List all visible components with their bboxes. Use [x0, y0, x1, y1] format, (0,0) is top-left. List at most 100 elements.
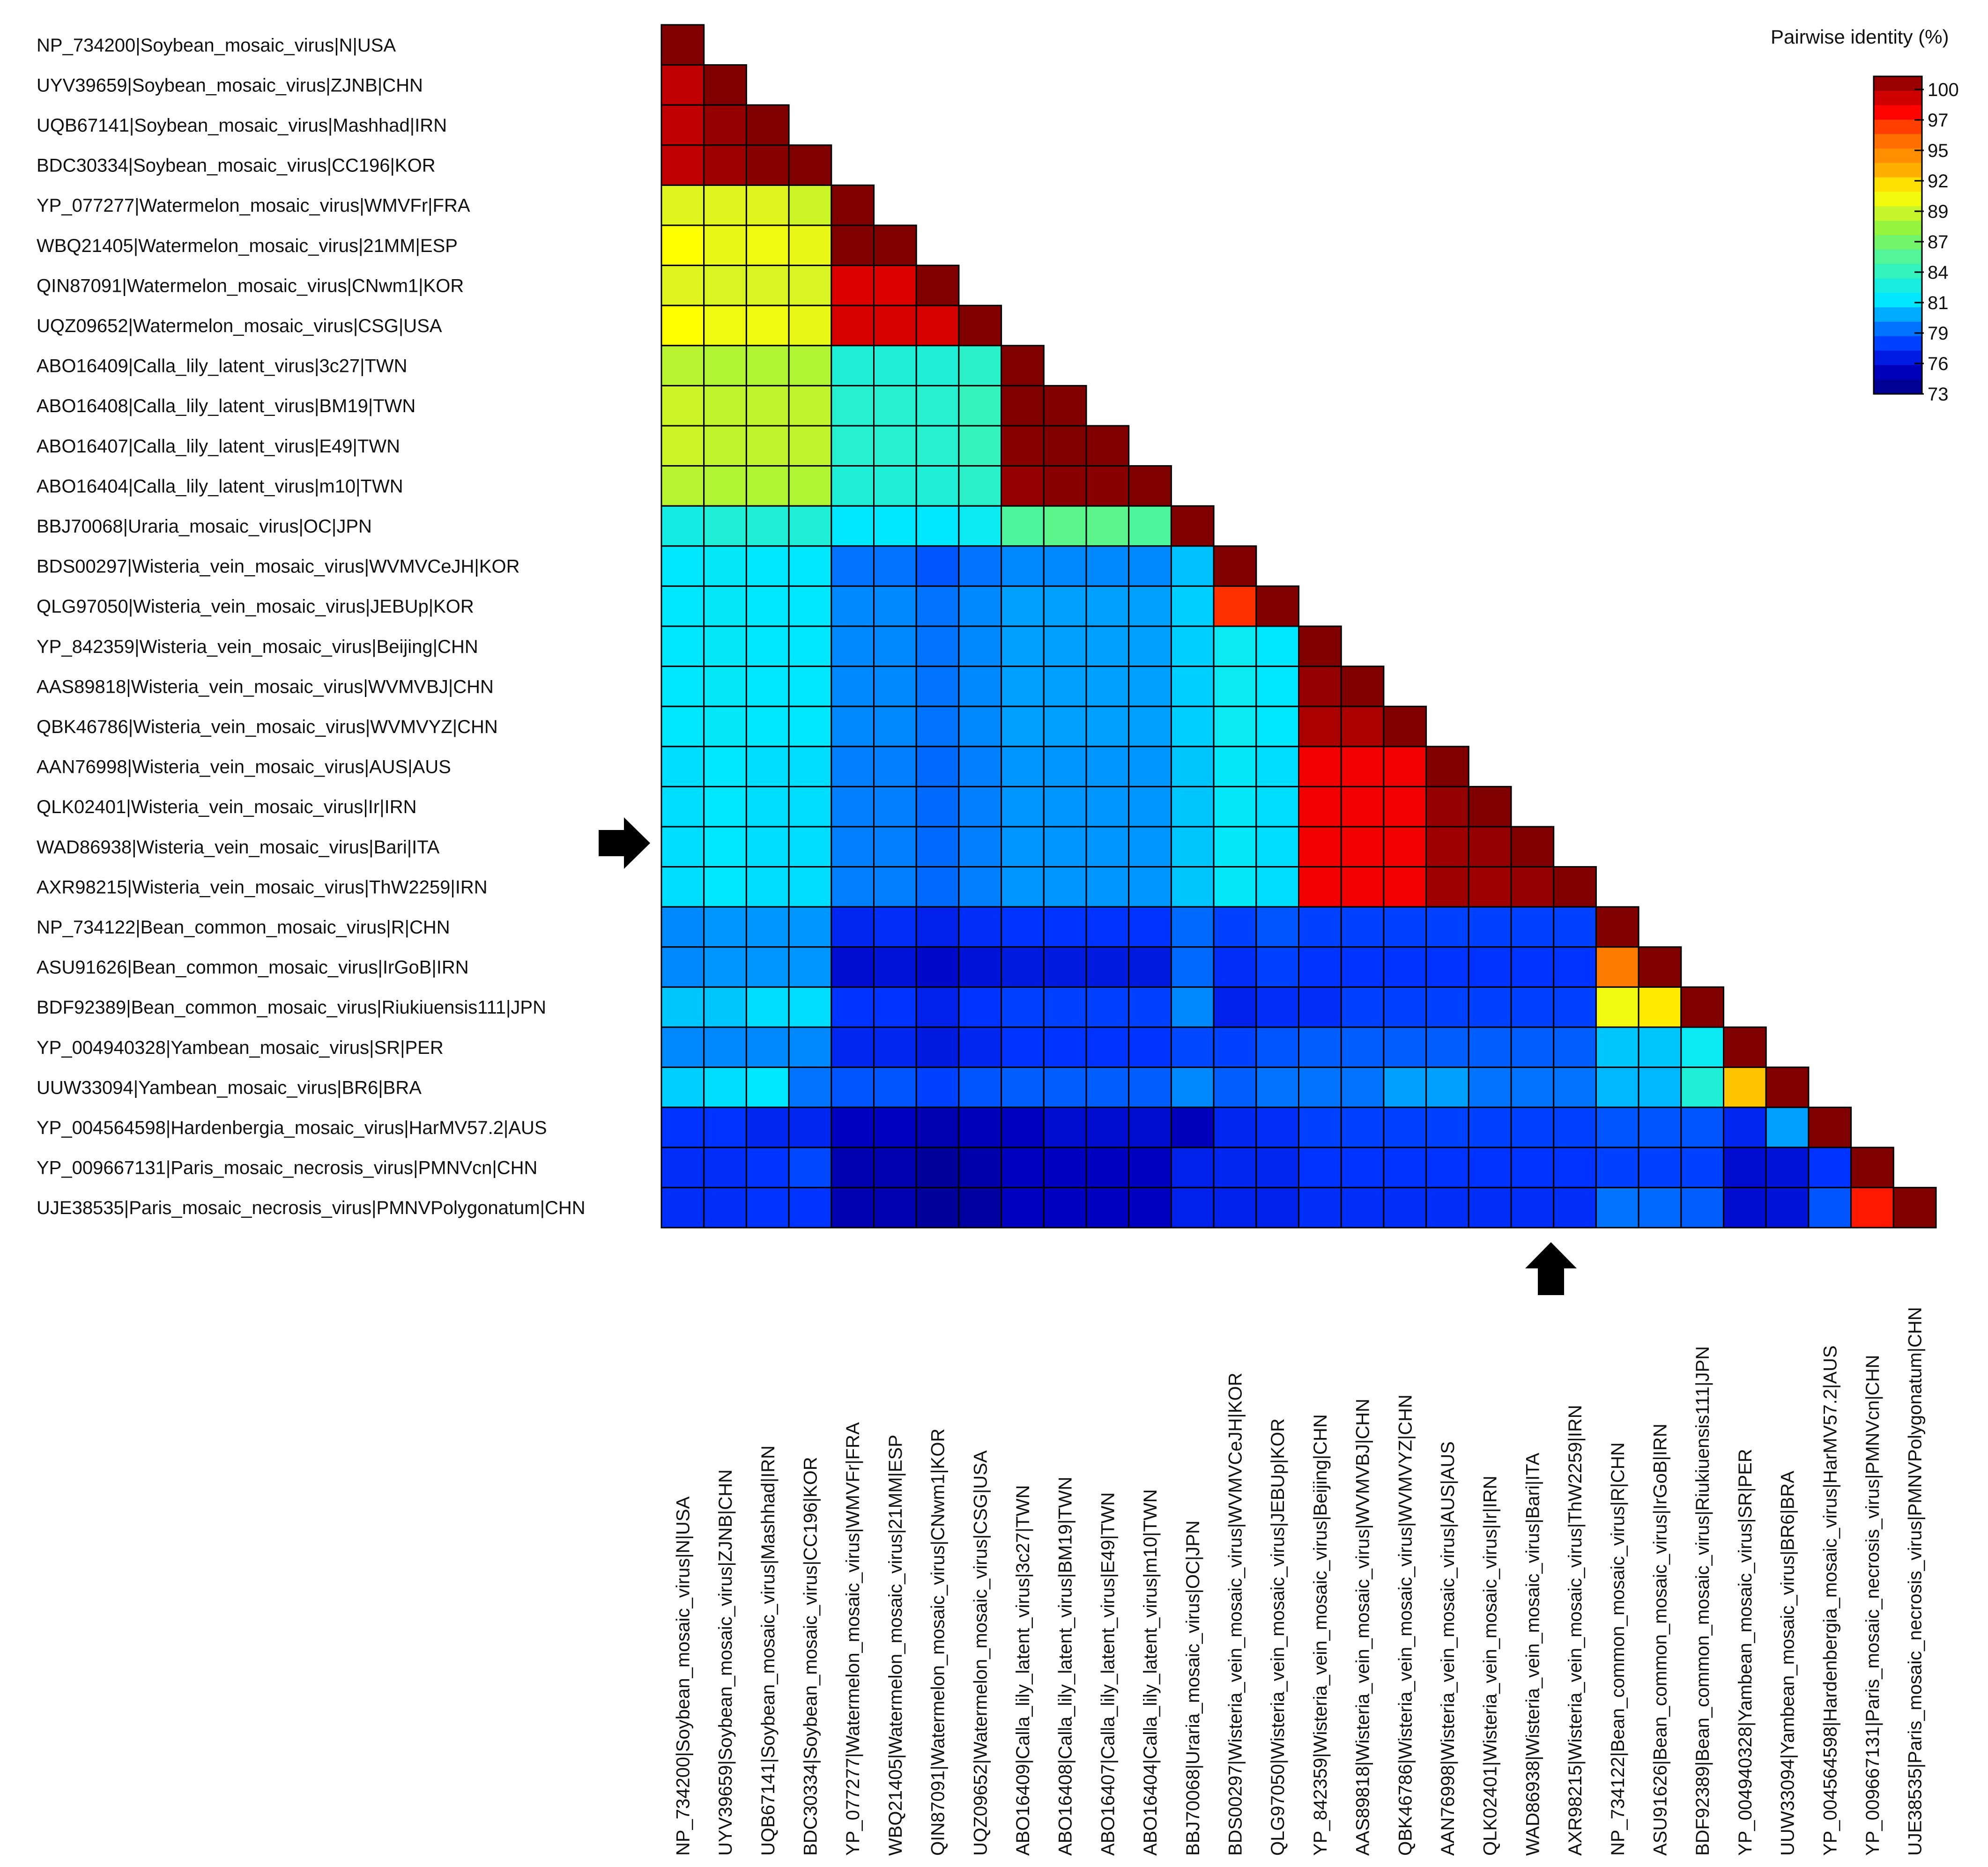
- legend-swatch: [1874, 278, 1922, 293]
- heatmap-cell: [703, 385, 747, 427]
- heatmap-cell: [703, 785, 747, 828]
- row-label: YP_004940328|Yambean_mosaic_virus|SR|PER: [37, 1037, 444, 1058]
- heatmap-cell: [1255, 866, 1300, 908]
- heatmap-cell: [660, 785, 705, 828]
- row-label: BDF92389|Bean_common_mosaic_virus|Riukiu…: [37, 997, 546, 1018]
- heatmap-cell: [958, 746, 1002, 787]
- heatmap-cell: [1001, 906, 1045, 948]
- heatmap-cell: [1001, 425, 1045, 467]
- heatmap-cell: [1043, 986, 1087, 1028]
- heatmap-cell: [1765, 1186, 1810, 1229]
- heatmap-cell: [831, 465, 875, 507]
- heatmap-cell: [1043, 1106, 1087, 1148]
- heatmap-cell: [915, 1186, 960, 1229]
- heatmap-cell: [831, 826, 875, 868]
- heatmap-cell: [1170, 826, 1215, 868]
- heatmap-cell: [1085, 906, 1130, 948]
- heatmap-cell: [1170, 1106, 1215, 1148]
- column-label: ABO16404|Calla_lily_latent_virus|m10|TWN: [1140, 1489, 1161, 1856]
- heatmap-cell: [831, 1147, 875, 1188]
- heatmap-cell: [1425, 826, 1469, 868]
- heatmap-cell: [788, 705, 832, 748]
- row-label: AXR98215|Wisteria_vein_mosaic_virus|ThW2…: [37, 877, 488, 897]
- heatmap-cell: [788, 345, 832, 386]
- heatmap-cell: [831, 224, 875, 267]
- row-label: NP_734122|Bean_common_mosaic_virus|R|CHN: [37, 917, 450, 938]
- column-label: NP_734122|Bean_common_mosaic_virus|R|CHN: [1608, 1442, 1628, 1856]
- heatmap-cell: [1001, 625, 1045, 667]
- legend-swatch: [1874, 105, 1922, 120]
- heatmap-cell: [1298, 906, 1342, 948]
- heatmap-cell: [1383, 746, 1427, 787]
- heatmap-cell: [1170, 1186, 1215, 1229]
- heatmap-cell: [703, 1106, 747, 1148]
- heatmap-cell: [873, 585, 917, 627]
- heatmap-cell: [745, 705, 790, 748]
- heatmap-cell: [1043, 585, 1087, 627]
- heatmap-cell: [1298, 666, 1342, 707]
- heatmap-cell: [831, 666, 875, 707]
- heatmap-cell: [660, 64, 705, 106]
- row-label: NP_734200|Soybean_mosaic_virus|N|USA: [37, 35, 396, 56]
- heatmap-cell: [958, 785, 1002, 828]
- row-label: ABO16404|Calla_lily_latent_virus|m10|TWN: [37, 476, 403, 496]
- heatmap-cell: [1680, 1147, 1725, 1188]
- column-label: AAN76998|Wisteria_vein_mosaic_virus|AUS|…: [1438, 1441, 1458, 1856]
- heatmap-cell: [1340, 1186, 1385, 1229]
- heatmap-cell: [1043, 425, 1087, 467]
- heatmap-cell: [831, 545, 875, 587]
- heatmap-cell: [1128, 1026, 1172, 1068]
- row-label: BDS00297|Wisteria_vein_mosaic_virus|WVMV…: [37, 556, 520, 577]
- heatmap-cell: [703, 64, 747, 106]
- heatmap-cell: [703, 265, 747, 306]
- heatmap-cell: [1510, 866, 1555, 908]
- heatmap-cell: [1213, 585, 1257, 627]
- heatmap-cell: [1298, 625, 1342, 667]
- heatmap-cell: [745, 1067, 790, 1108]
- heatmap-cell: [1723, 1186, 1767, 1229]
- heatmap-cell: [703, 465, 747, 507]
- heatmap-cell: [1085, 666, 1130, 707]
- column-label: WAD86938|Wisteria_vein_mosaic_virus|Bari…: [1522, 1452, 1543, 1856]
- column-label: UQZ09652|Watermelon_mosaic_virus|CSG|USA: [970, 1450, 991, 1856]
- heatmap-cell: [660, 345, 705, 386]
- heatmap-cell: [958, 826, 1002, 868]
- heatmap-cell: [1043, 545, 1087, 587]
- heatmap-cell: [1043, 1067, 1087, 1108]
- heatmap-cell: [1510, 986, 1555, 1028]
- heatmap-cell: [1383, 986, 1427, 1028]
- heatmap-cell: [703, 946, 747, 988]
- legend-swatch: [1874, 163, 1922, 178]
- row-label: QLK02401|Wisteria_vein_mosaic_virus|Ir|I…: [37, 797, 416, 817]
- heatmap-cell: [660, 986, 705, 1028]
- heatmap-cell: [703, 345, 747, 386]
- legend-swatch: [1874, 119, 1922, 134]
- heatmap-cell: [915, 304, 960, 347]
- heatmap-cell: [703, 304, 747, 347]
- heatmap-cell: [1128, 946, 1172, 988]
- heatmap-cell: [1595, 906, 1639, 948]
- row-label: UYV39659|Soybean_mosaic_virus|ZJNB|CHN: [37, 75, 423, 96]
- heatmap-cell: [660, 1026, 705, 1068]
- legend-tick-label: 92: [1928, 171, 1949, 192]
- heatmap-cell: [1595, 1026, 1639, 1068]
- heatmap-cell: [1128, 505, 1172, 547]
- heatmap-cell: [1468, 946, 1512, 988]
- column-label: YP_842359|Wisteria_vein_mosaic_virus|Bei…: [1310, 1414, 1331, 1856]
- heatmap-cell: [1383, 1186, 1427, 1229]
- heatmap-cell: [1085, 585, 1130, 627]
- heatmap-cell: [915, 866, 960, 908]
- heatmap-cell: [1001, 1186, 1045, 1229]
- heatmap-cell: [831, 184, 875, 226]
- heatmap-cell: [915, 625, 960, 667]
- row-label: ABO16408|Calla_lily_latent_virus|BM19|TW…: [37, 396, 415, 416]
- column-label: QLG97050|Wisteria_vein_mosaic_virus|JEBU…: [1268, 1418, 1288, 1856]
- heatmap-cell: [703, 826, 747, 868]
- heatmap-cell: [1170, 785, 1215, 828]
- heatmap-cell: [915, 585, 960, 627]
- column-label: UUW33094|Yambean_mosaic_virus|BR6|BRA: [1778, 1471, 1798, 1856]
- legend-swatch: [1874, 264, 1922, 279]
- heatmap-cell: [873, 304, 917, 347]
- heatmap-cell: [703, 184, 747, 226]
